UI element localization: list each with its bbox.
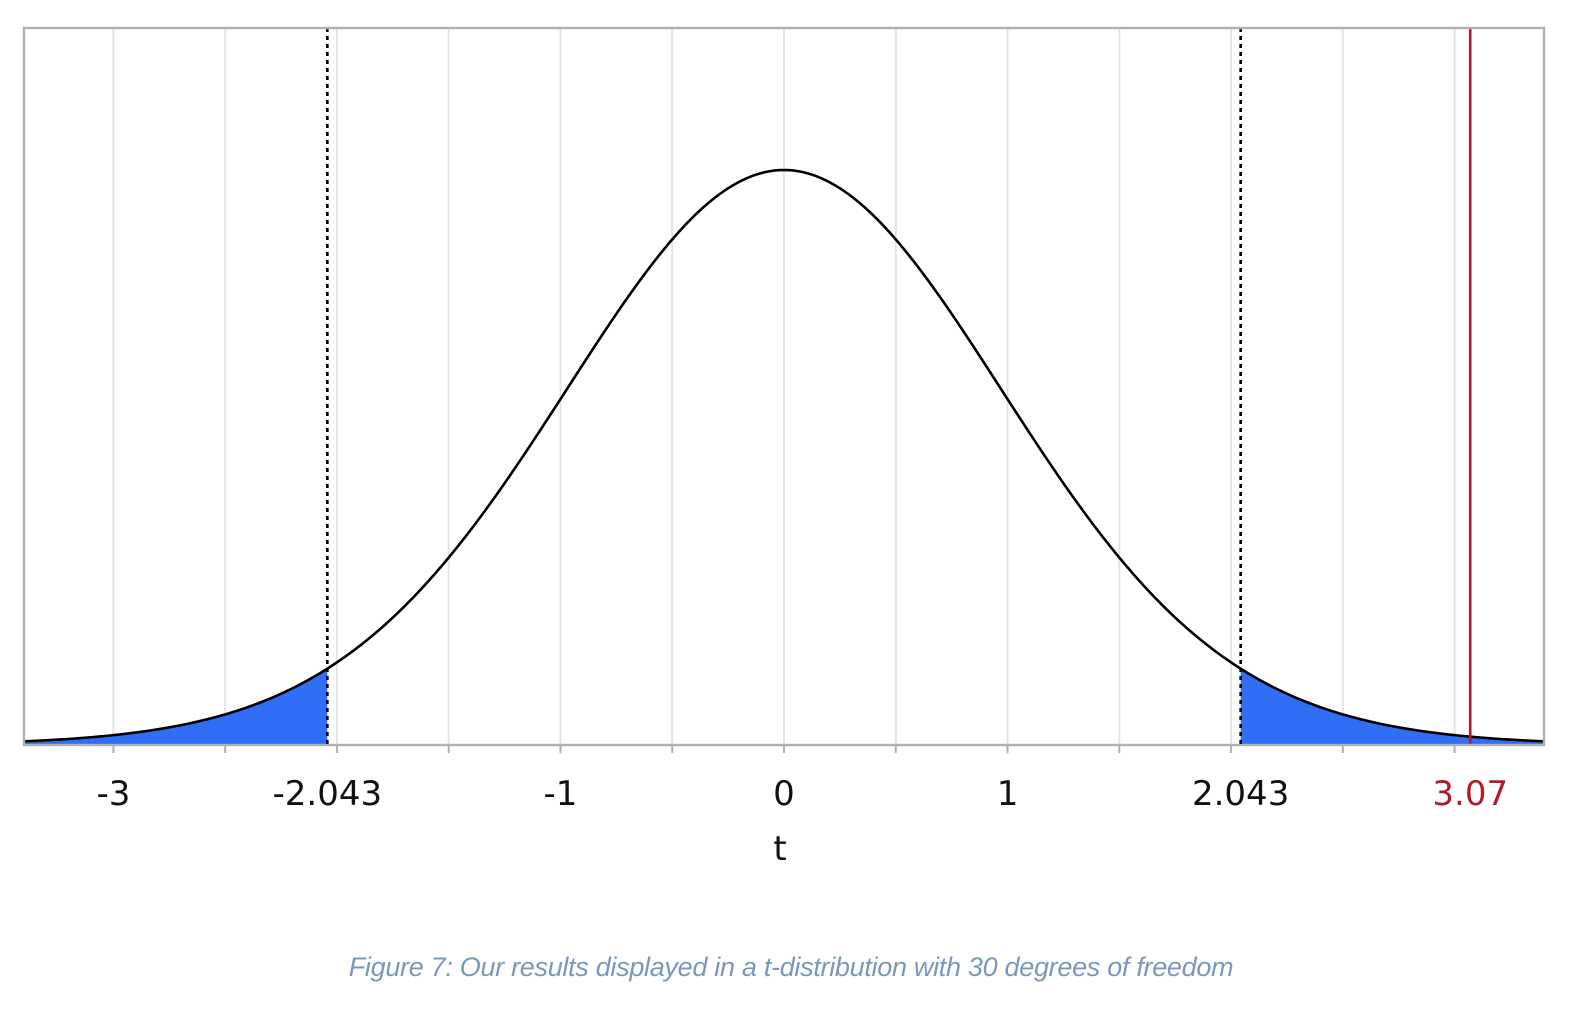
x-tick-label-1: -2.043 bbox=[273, 774, 383, 814]
x-tick-label-2: -1 bbox=[544, 774, 578, 814]
x-axis-ticks: -3 -2.043 -1 0 1 2.043 3.07 bbox=[96, 774, 1508, 814]
grid-lines bbox=[112, 28, 1456, 753]
plot-frame bbox=[22, 26, 1546, 747]
x-tick-label-4: 1 bbox=[997, 774, 1019, 814]
t-distribution-chart: -3 -2.043 -1 0 1 2.043 3.07 t bbox=[22, 26, 1546, 869]
x-tick-label-6: 3.07 bbox=[1432, 774, 1508, 814]
x-tick-label-0: -3 bbox=[96, 774, 130, 814]
x-tick-label-3: 0 bbox=[773, 774, 795, 814]
x-axis-title: t bbox=[773, 829, 786, 869]
figure-caption: Figure 7: Our results displayed in a t-d… bbox=[348, 952, 1234, 982]
x-tick-label-5: 2.043 bbox=[1192, 774, 1289, 814]
left-tail-region bbox=[24, 668, 328, 745]
density-curve bbox=[23, 168, 1545, 743]
right-tail-region bbox=[1240, 668, 1544, 745]
rejection-regions bbox=[24, 668, 1544, 745]
